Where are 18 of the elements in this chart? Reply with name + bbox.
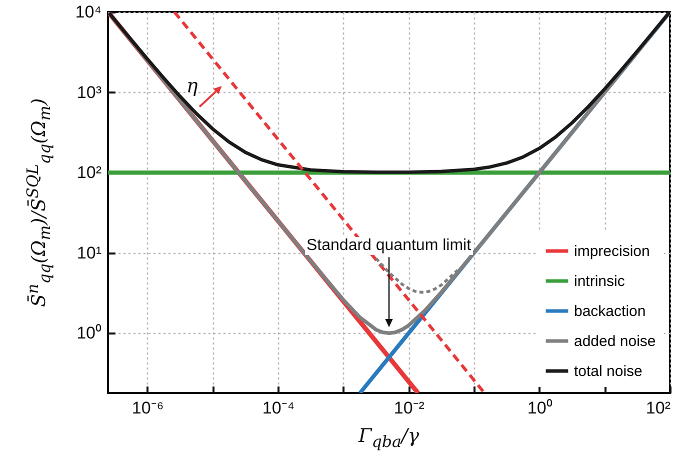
x-tick-label: 10⁰	[527, 398, 552, 418]
x-tick-label: 10²	[646, 398, 671, 418]
x-axis-title: Γ$_{qba}$/γ	[358, 425, 420, 451]
y-tick-label: 10⁰	[76, 324, 102, 343]
x-tick-label: 10⁻⁴	[262, 398, 295, 418]
y-tick-label: 10¹	[76, 243, 102, 262]
legend-label: imprecision	[574, 243, 650, 260]
legend-label: intrinsic	[574, 273, 626, 290]
legend-label: added noise	[574, 333, 656, 350]
x-tick-label: 10⁻⁶	[132, 398, 164, 418]
legend-label: total noise	[574, 363, 642, 380]
annotation: η	[186, 74, 198, 97]
x-tick-label: 10⁻²	[394, 398, 425, 418]
annotation: Standard quantum limit	[304, 237, 474, 256]
legend-label: backaction	[574, 303, 646, 320]
y-tick-label: 10²	[76, 163, 102, 182]
y-tick-label: 10⁴	[75, 2, 102, 22]
y-tick-label: 10³	[76, 82, 102, 102]
